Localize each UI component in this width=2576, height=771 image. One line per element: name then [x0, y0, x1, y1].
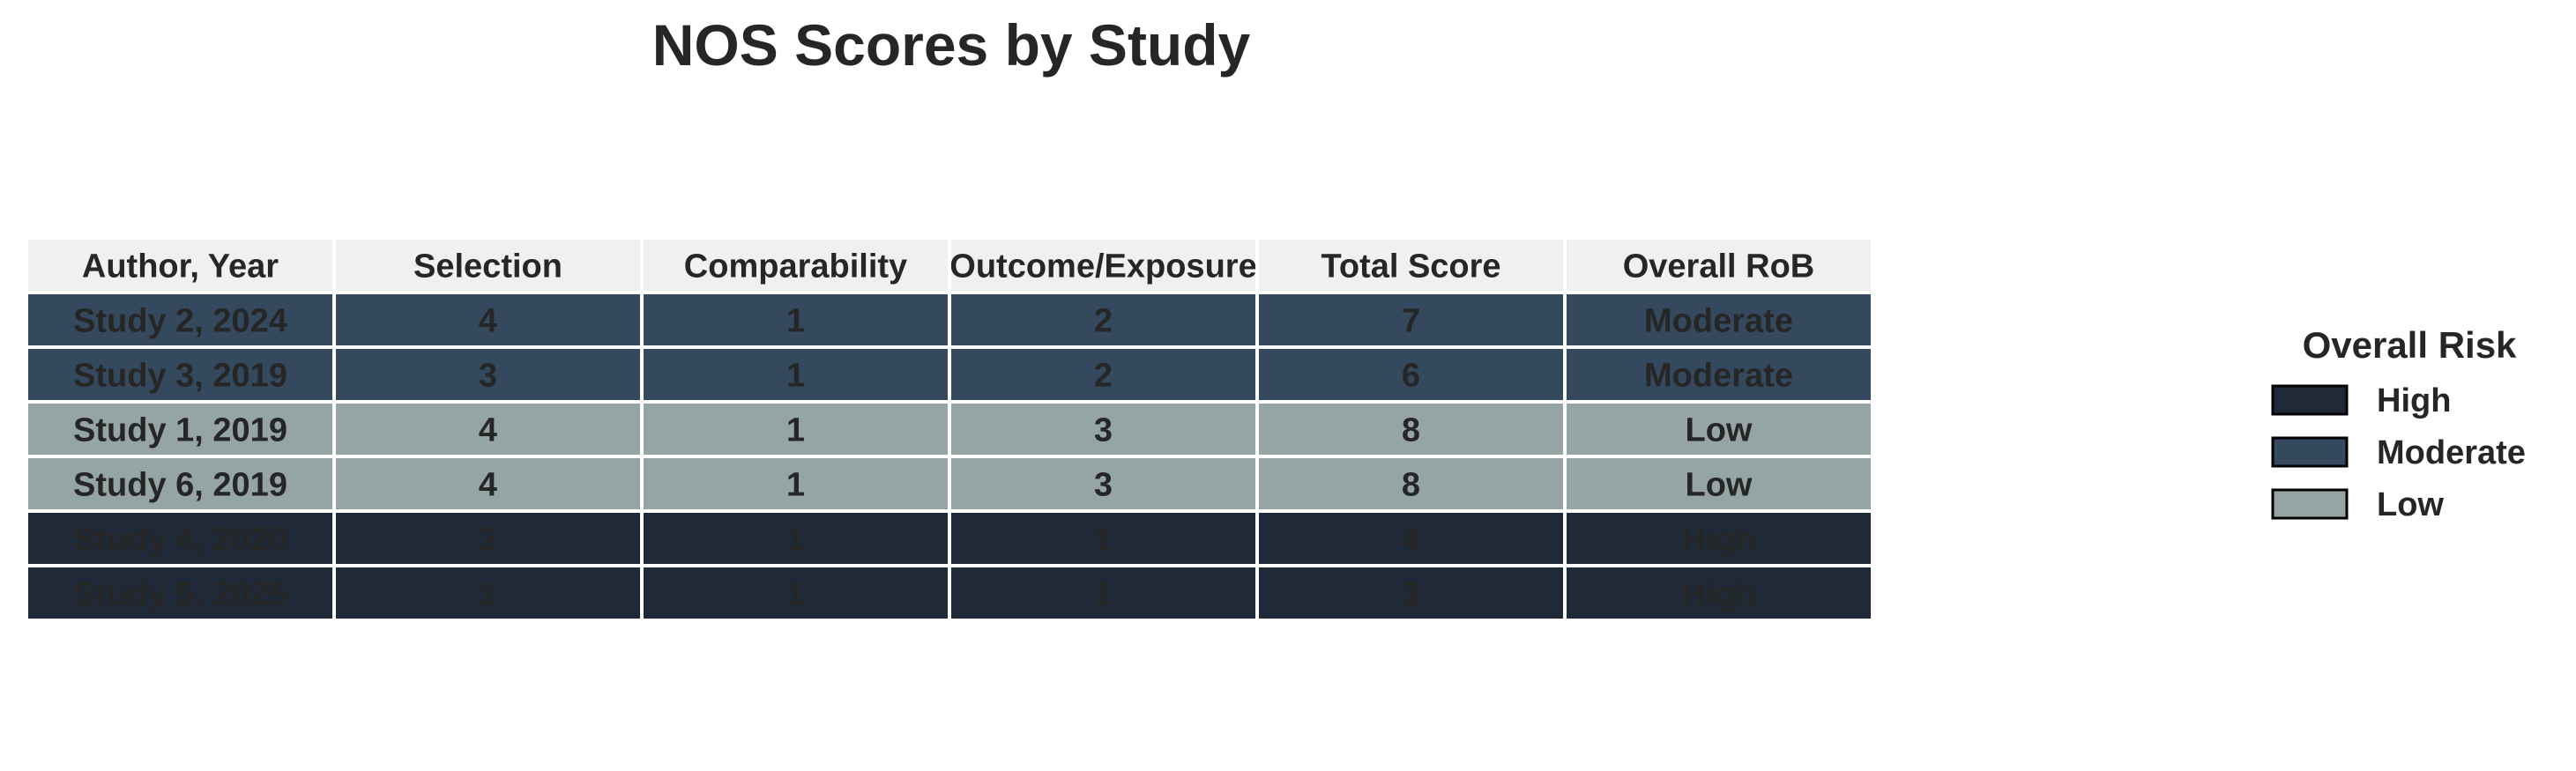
table-cell-bg — [951, 458, 1255, 509]
table-cell-bg — [644, 294, 948, 345]
table-cell-bg — [951, 404, 1255, 455]
table-cell-bg — [951, 294, 1255, 345]
table-cell: Study 5, 2025 — [73, 575, 287, 612]
legend-label: High — [2377, 382, 2451, 419]
legend-label: Moderate — [2377, 434, 2526, 471]
table-cell-bg — [1567, 458, 1871, 509]
table-cell-bg — [28, 567, 332, 619]
table-cell-bg — [1259, 404, 1563, 455]
table-cell-bg — [1259, 513, 1563, 564]
table-cell: Study 6, 2019 — [73, 466, 287, 503]
table-cell-bg — [28, 513, 332, 564]
table-cell-bg — [1567, 349, 1871, 400]
table-cell: 1 — [786, 357, 805, 394]
header-cell-bg — [951, 240, 1255, 291]
table-cell-bg — [336, 567, 640, 619]
table-cell-bg — [1259, 294, 1563, 345]
table-cell: 2 — [1094, 357, 1113, 394]
table-cell-bg — [951, 349, 1255, 400]
table-cell: 1 — [1094, 575, 1113, 612]
header-cell-bg — [1259, 240, 1563, 291]
table-cell-bg — [28, 349, 332, 400]
table-cell: 2 — [1094, 302, 1113, 339]
table-cell: Moderate — [1644, 357, 1793, 394]
table-cell: 1 — [786, 302, 805, 339]
table-cell: 3 — [1094, 411, 1113, 449]
legend-label: Low — [2377, 486, 2444, 523]
table-cell: 4 — [1402, 521, 1420, 558]
table-cell: 2 — [479, 521, 497, 558]
table-cell-bg — [644, 349, 948, 400]
table-cell: 1 — [1094, 521, 1113, 558]
table-cell: 7 — [1402, 302, 1420, 339]
table-cell: 3 — [1094, 466, 1113, 503]
table-cell: Moderate — [1644, 302, 1793, 339]
table-cell-bg — [336, 404, 640, 455]
table-cell-bg — [1259, 567, 1563, 619]
table-cell-bg — [1259, 349, 1563, 400]
table-cell-bg — [1567, 294, 1871, 345]
header-cell-bg — [1567, 240, 1871, 291]
column-header: Author, Year — [82, 248, 279, 285]
header-cell-bg — [336, 240, 640, 291]
chart-title: NOS Scores by Study — [652, 12, 1251, 78]
table-cell: 1 — [786, 521, 805, 558]
table-cell: Study 2, 2024 — [73, 302, 287, 339]
table-cell-bg — [1567, 567, 1871, 619]
legend-swatch — [2271, 384, 2349, 416]
column-header: Overall RoB — [1623, 248, 1815, 285]
nos-table: Author, Year Selection Comparability Outcom… — [28, 240, 1871, 619]
table-cell-bg — [951, 513, 1255, 564]
table-cell-bg — [644, 513, 948, 564]
table-cell: 8 — [1402, 466, 1420, 503]
table-cell-bg — [644, 567, 948, 619]
table-cell-bg — [1567, 404, 1871, 455]
table-cell-bg — [644, 404, 948, 455]
table-cell-bg — [28, 404, 332, 455]
table-cell: 1 — [479, 575, 497, 612]
table-cell-bg — [336, 458, 640, 509]
table-cell-bg — [644, 458, 948, 509]
table-cell-bg — [336, 349, 640, 400]
table-cell: 1 — [786, 466, 805, 503]
table-cell: Study 3, 2019 — [73, 357, 287, 394]
table-cell: 1 — [786, 575, 805, 612]
table-cell-bg — [951, 567, 1255, 619]
table-cell: 4 — [479, 411, 497, 449]
table-cell: Low — [1686, 411, 1753, 449]
table-cell: Low — [1686, 466, 1753, 503]
table-cell: 3 — [479, 357, 497, 394]
header-cell-bg — [28, 240, 332, 291]
legend-swatch — [2271, 488, 2349, 520]
legend-title: Overall Risk — [2303, 324, 2517, 366]
table-cell: 4 — [479, 466, 497, 503]
table-cell: 8 — [1402, 411, 1420, 449]
column-header: Total Score — [1321, 248, 1500, 285]
table-cell: 1 — [786, 411, 805, 449]
table-cell: High — [1681, 575, 1755, 612]
table-cell-bg — [1567, 513, 1871, 564]
table-cell-bg — [28, 294, 332, 345]
table-cell-bg — [28, 458, 332, 509]
table-cell-bg — [336, 294, 640, 345]
column-header: Outcome/Exposure — [949, 248, 1256, 285]
table-cell-bg — [336, 513, 640, 564]
table-cell: 6 — [1402, 357, 1420, 394]
table-cell: Study 1, 2019 — [73, 411, 287, 449]
header-cell-bg — [644, 240, 948, 291]
column-header: Selection — [413, 248, 562, 285]
table-cell-bg — [1259, 458, 1563, 509]
legend-swatch — [2271, 436, 2349, 468]
legend: Overall Risk High Moderate Low — [2271, 324, 2526, 523]
table-cell: 4 — [479, 302, 497, 339]
column-header: Comparability — [684, 248, 907, 285]
table-cell: High — [1681, 521, 1755, 558]
table-cell: Study 4, 2020 — [73, 521, 287, 558]
table-cell: 3 — [1402, 575, 1420, 612]
